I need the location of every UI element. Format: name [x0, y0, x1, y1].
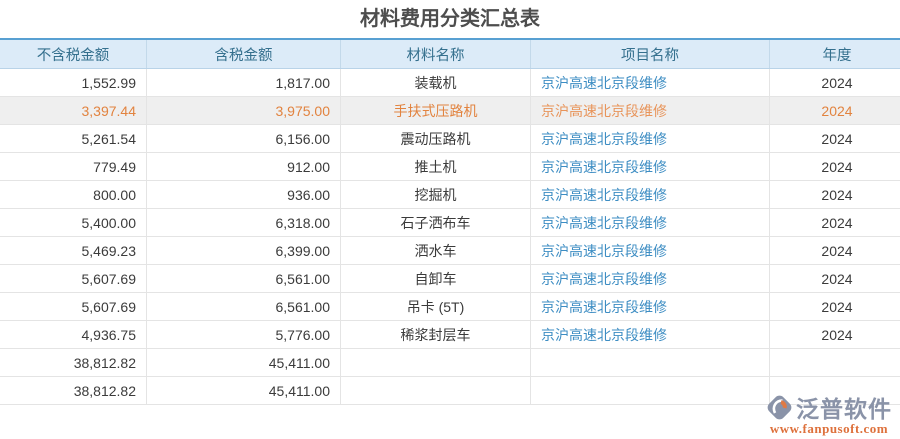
cell-project — [530, 348, 770, 377]
cell-year: 2024 — [769, 68, 900, 97]
cell-incl-tax: 6,318.00 — [146, 208, 341, 237]
cell-incl-tax: 6,399.00 — [146, 236, 341, 265]
table-head: 不含税金额 含税金额 材料名称 项目名称 年度 — [0, 38, 900, 69]
project-link[interactable]: 京沪高速北京段维修 — [530, 208, 770, 237]
cell-excl-tax: 38,812.82 — [0, 376, 147, 405]
cell-excl-tax: 38,812.82 — [0, 348, 147, 377]
cell-excl-tax: 1,552.99 — [0, 68, 147, 97]
cell-material — [340, 376, 531, 405]
table-row: 5,607.69 6,561.00 自卸车 京沪高速北京段维修 2024 — [0, 264, 900, 293]
table-row: 3,397.44 3,975.00 手扶式压路机 京沪高速北京段维修 2024 — [0, 96, 900, 125]
cell-year: 2024 — [769, 236, 900, 265]
cell-material: 洒水车 — [340, 236, 531, 265]
table-row: 38,812.82 45,411.00 — [0, 376, 900, 405]
cell-material: 手扶式压路机 — [340, 96, 531, 125]
table-row: 779.49 912.00 推土机 京沪高速北京段维修 2024 — [0, 152, 900, 181]
project-link[interactable]: 京沪高速北京段维修 — [530, 124, 770, 153]
cell-year — [769, 348, 900, 377]
cell-excl-tax: 800.00 — [0, 180, 147, 209]
cell-incl-tax: 936.00 — [146, 180, 341, 209]
project-link[interactable]: 京沪高速北京段维修 — [530, 264, 770, 293]
cell-incl-tax: 6,561.00 — [146, 292, 341, 321]
fanpu-logo-icon — [767, 395, 792, 419]
cell-material: 推土机 — [340, 152, 531, 181]
project-link[interactable]: 京沪高速北京段维修 — [530, 68, 770, 97]
cell-project — [530, 376, 770, 405]
table-row: 4,936.75 5,776.00 稀浆封层车 京沪高速北京段维修 2024 — [0, 320, 900, 349]
vendor-url: www.fanpusoft.com — [769, 421, 889, 436]
cell-incl-tax: 912.00 — [146, 152, 341, 181]
cell-incl-tax: 5,776.00 — [146, 320, 341, 349]
project-link[interactable]: 京沪高速北京段维修 — [530, 152, 770, 181]
cell-material — [340, 348, 531, 377]
table-row: 1,552.99 1,817.00 装载机 京沪高速北京段维修 2024 — [0, 68, 900, 97]
cell-year: 2024 — [769, 208, 900, 237]
cell-year: 2024 — [769, 124, 900, 153]
column-header-year: 年度 — [769, 38, 900, 69]
table-row: 5,607.69 6,561.00 吊卡 (5T) 京沪高速北京段维修 2024 — [0, 292, 900, 321]
cell-year: 2024 — [769, 180, 900, 209]
cell-material: 装载机 — [340, 68, 531, 97]
cell-material: 自卸车 — [340, 264, 531, 293]
table-body: 1,552.99 1,817.00 装载机 京沪高速北京段维修 2024 3,397.44… — [0, 68, 900, 405]
vendor-logo: 泛普软件 www.fanpusoft.com — [766, 390, 892, 437]
table-row: 5,469.23 6,399.00 洒水车 京沪高速北京段维修 2024 — [0, 236, 900, 265]
project-link[interactable]: 京沪高速北京段维修 — [530, 96, 770, 125]
cell-excl-tax: 5,469.23 — [0, 236, 147, 265]
cell-excl-tax: 779.49 — [0, 152, 147, 181]
column-header-incl-tax: 含税金额 — [146, 38, 341, 69]
cell-year: 2024 — [769, 320, 900, 349]
cell-incl-tax: 1,817.00 — [146, 68, 341, 97]
summary-table: 不含税金额 含税金额 材料名称 项目名称 年度 1,552.99 1,817.00 装载机京… — [0, 38, 900, 405]
cell-year: 2024 — [769, 292, 900, 321]
cell-incl-tax: 45,411.00 — [146, 376, 341, 405]
cell-incl-tax: 6,561.00 — [146, 264, 341, 293]
cell-year: 2024 — [769, 264, 900, 293]
cell-excl-tax: 5,400.00 — [0, 208, 147, 237]
cell-year: 2024 — [769, 152, 900, 181]
cell-excl-tax: 4,936.75 — [0, 320, 147, 349]
cell-material: 吊卡 (5T) — [340, 292, 531, 321]
cell-year: 2024 — [769, 96, 900, 125]
cell-incl-tax: 45,411.00 — [146, 348, 341, 377]
vendor-logo-top: 泛普软件 — [766, 390, 892, 424]
column-header-project: 项目名称 — [530, 38, 770, 69]
table-row: 5,400.00 6,318.00 石子洒布车 京沪高速北京段维修 2024 — [0, 208, 900, 237]
cell-excl-tax: 5,261.54 — [0, 124, 147, 153]
table-row: 5,261.54 6,156.00 震动压路机 京沪高速北京段维修 2024 — [0, 124, 900, 153]
cell-excl-tax: 5,607.69 — [0, 264, 147, 293]
cell-year — [769, 376, 900, 405]
page-title: 材料费用分类汇总表 — [360, 8, 540, 30]
table-row: 38,812.82 45,411.00 — [0, 348, 900, 377]
project-link[interactable]: 京沪高速北京段维修 — [530, 180, 770, 209]
table-header-row: 不含税金额 含税金额 材料名称 项目名称 年度 — [0, 38, 900, 69]
cell-incl-tax: 3,975.00 — [146, 96, 341, 125]
cell-material: 挖掘机 — [340, 180, 531, 209]
cell-incl-tax: 6,156.00 — [146, 124, 341, 153]
cell-material: 稀浆封层车 — [340, 320, 531, 349]
column-header-excl-tax: 不含税金额 — [0, 38, 147, 69]
cell-excl-tax: 5,607.69 — [0, 292, 147, 321]
cell-material: 震动压路机 — [340, 124, 531, 153]
project-link[interactable]: 京沪高速北京段维修 — [530, 320, 770, 349]
project-link[interactable]: 京沪高速北京段维修 — [530, 292, 770, 321]
vendor-name: 泛普软件 — [796, 396, 892, 422]
project-link[interactable]: 京沪高速北京段维修 — [530, 236, 770, 265]
cell-material: 石子洒布车 — [340, 208, 531, 237]
cell-excl-tax: 3,397.44 — [0, 96, 147, 125]
table-row: 800.00 936.00 挖掘机 京沪高速北京段维修 2024 — [0, 180, 900, 209]
column-header-material: 材料名称 — [340, 38, 531, 69]
